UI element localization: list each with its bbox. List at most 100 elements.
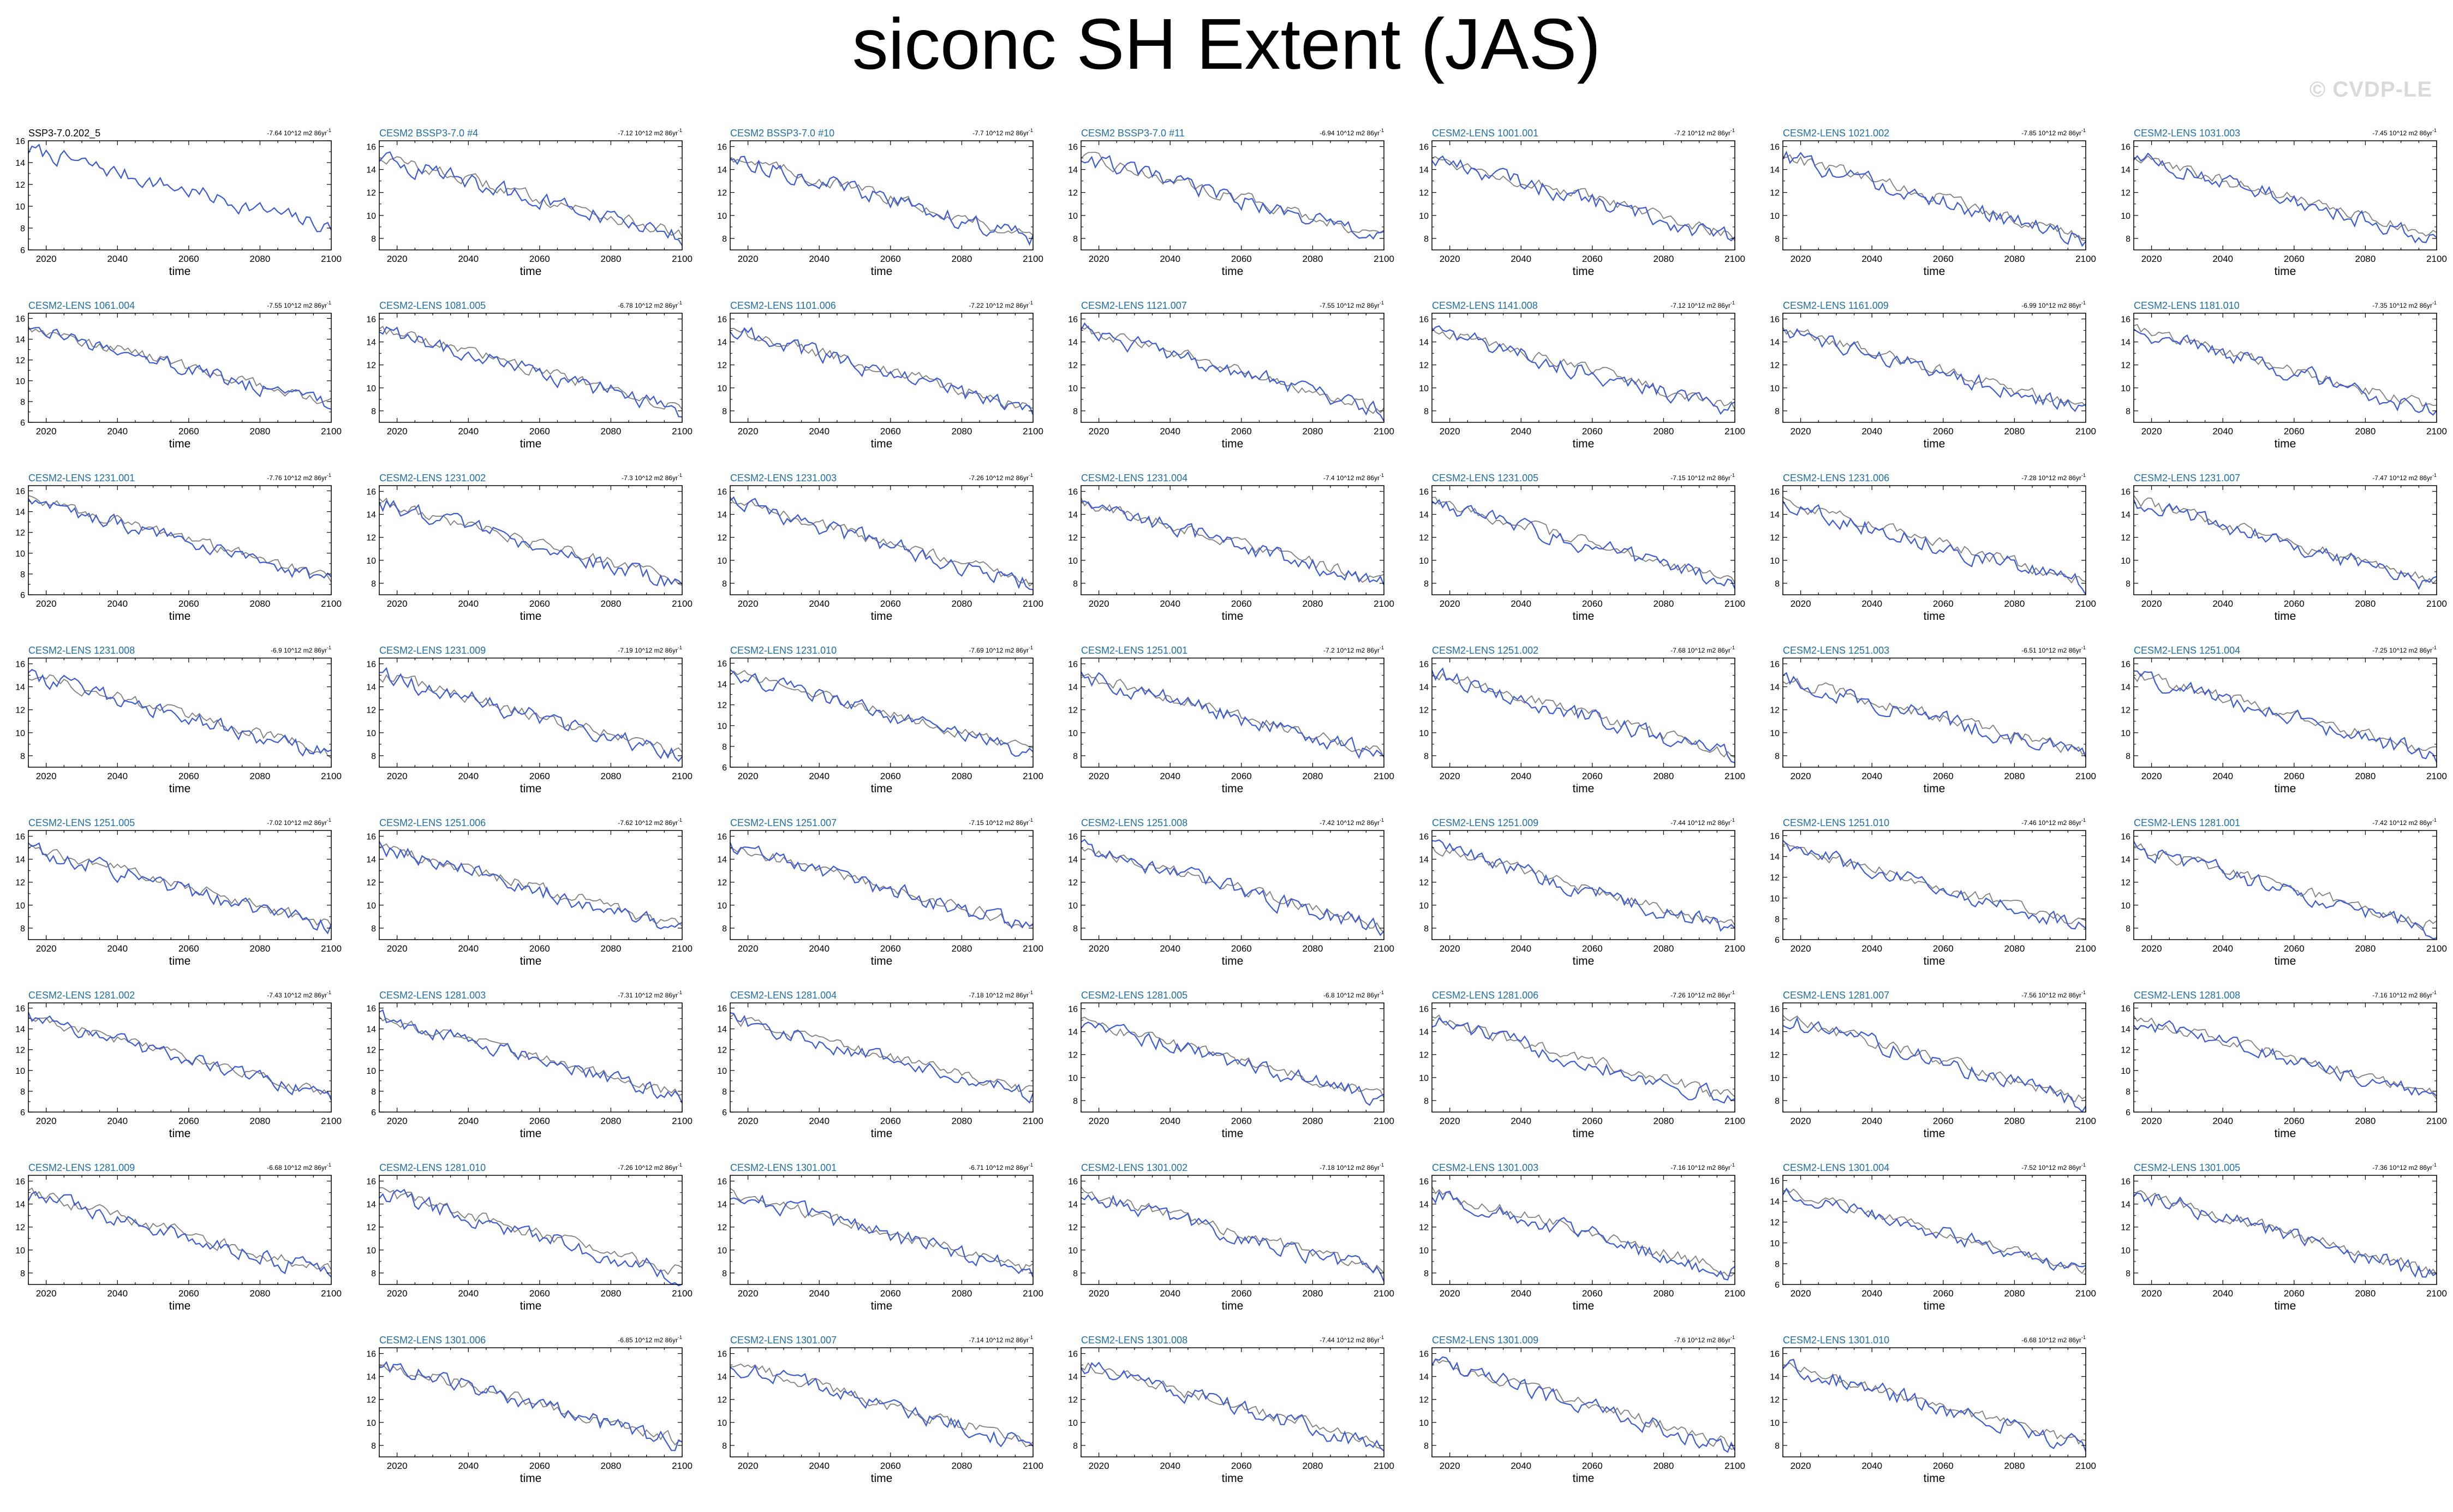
x-axis-label: time	[871, 782, 893, 795]
model-series-line	[2133, 670, 2438, 763]
y-tick-label: 12	[1770, 189, 1780, 198]
plot-frame	[28, 658, 332, 768]
x-tick-label: 2040	[458, 599, 479, 609]
y-tick-label: 16	[1419, 1178, 1429, 1187]
y-tick-label: 10	[15, 377, 25, 386]
chart-panel: CESM2-LENS 1251.007 -7.15 10^12 m2 86yr-1…	[717, 817, 1043, 967]
model-series-line	[730, 669, 1034, 757]
x-axis-label: time	[1573, 782, 1595, 795]
panel-trend: -7.18 10^12 m2 86yr-1	[969, 990, 1033, 999]
y-tick-label: 12	[1068, 1396, 1078, 1405]
x-tick-label: 2040	[1160, 771, 1180, 781]
y-tick-label: 14	[2121, 856, 2130, 865]
panel-label: CESM2-LENS 1301.004	[1783, 1162, 1889, 1173]
y-tick-label: 16	[2121, 143, 2130, 152]
x-tick-label: 2060	[1933, 599, 1954, 609]
y-tick-label: 8	[1775, 1260, 1780, 1269]
y-tick-label: 8	[1424, 924, 1429, 934]
x-axis-label: time	[1222, 782, 1244, 795]
panel-trend: -7.4 10^12 m2 86yr-1	[1323, 473, 1384, 482]
x-tick-label: 2100	[1724, 1288, 1745, 1299]
y-tick-label: 14	[1068, 1200, 1078, 1210]
x-tick-label: 2080	[249, 1116, 270, 1126]
y-tick-label: 14	[2121, 683, 2130, 692]
y-tick-label: 8	[2126, 1087, 2130, 1097]
panel-trend: -7.76 10^12 m2 86yr-1	[267, 473, 331, 482]
x-axis-label: time	[1222, 1127, 1244, 1140]
x-tick-label: 2080	[951, 1116, 972, 1126]
y-tick-label: 10	[2121, 212, 2130, 221]
chart-panel: CESM2-LENS 1251.001 -7.2 10^12 m2 86yr-1 2…	[1068, 645, 1394, 795]
x-tick-label: 2080	[1302, 599, 1323, 609]
y-tick-label: 16	[366, 315, 376, 325]
reference-series-line	[28, 1016, 332, 1097]
reference-series-line	[1782, 1187, 2086, 1274]
chart-panel: SSP3-7.0.202_5 -7.64 10^12 m2 86yr-1 2020 2…	[15, 128, 342, 278]
x-tick-label: 2040	[107, 254, 128, 264]
plot-frame	[2133, 313, 2437, 423]
x-axis-label: time	[169, 782, 191, 795]
x-tick-label: 2080	[2004, 1116, 2025, 1126]
x-tick-label: 2040	[809, 599, 829, 609]
x-axis-label: time	[169, 1127, 191, 1140]
y-tick-label: 16	[1419, 1005, 1429, 1014]
x-tick-label: 2080	[249, 426, 270, 437]
x-tick-label: 2020	[1089, 1116, 1109, 1126]
x-tick-label: 2040	[107, 426, 128, 437]
y-tick-label: 12	[717, 878, 727, 888]
x-axis-label: time	[1573, 1472, 1595, 1485]
x-tick-label: 2020	[387, 943, 408, 954]
panel-trend: -7.56 10^12 m2 86yr-1	[2021, 990, 2086, 999]
x-tick-label: 2020	[738, 254, 759, 264]
x-tick-label: 2040	[2212, 254, 2233, 264]
x-tick-label: 2020	[738, 599, 759, 609]
y-tick-label: 16	[2121, 315, 2130, 325]
y-tick-label: 8	[20, 752, 25, 761]
y-tick-label: 16	[366, 833, 376, 842]
x-tick-label: 2020	[2141, 943, 2162, 954]
y-tick-label: 16	[15, 487, 25, 497]
panel-trend: -6.85 10^12 m2 86yr-1	[618, 1335, 682, 1344]
y-tick-label: 16	[1770, 488, 1780, 497]
model-series-line	[28, 327, 332, 410]
watermark: © CVDP-LE	[2309, 77, 2432, 101]
y-tick-label: 8	[1073, 235, 1078, 244]
panel-trend: -7.42 10^12 m2 86yr-1	[2372, 817, 2437, 827]
y-tick-label: 10	[717, 1067, 727, 1076]
plot-frame	[1081, 830, 1384, 940]
x-tick-label: 2100	[321, 254, 342, 264]
panel-label: CESM2-LENS 1281.005	[1081, 990, 1187, 1001]
model-series-line	[379, 326, 683, 418]
y-tick-label: 10	[15, 549, 25, 559]
x-tick-label: 2040	[1861, 254, 1882, 264]
chart-panel: CESM2-LENS 1301.006 -6.85 10^12 m2 86yr-1…	[366, 1335, 693, 1485]
plot-frame	[1782, 1002, 2086, 1113]
x-tick-label: 2080	[2004, 254, 2025, 264]
plot-frame	[28, 313, 332, 423]
panel-trend: -6.99 10^12 m2 86yr-1	[2021, 300, 2086, 309]
chart-panel: CESM2 BSSP3-7.0 #10 -7.7 10^12 m2 86yr-1 2…	[717, 128, 1043, 278]
model-series-line	[28, 668, 332, 757]
panel-label: CESM2-LENS 1301.001	[730, 1162, 837, 1173]
x-tick-label: 2040	[2212, 426, 2233, 437]
x-tick-label: 2040	[1160, 426, 1180, 437]
x-axis-label: time	[1573, 610, 1595, 623]
x-tick-label: 2080	[600, 254, 621, 264]
x-tick-label: 2040	[107, 943, 128, 954]
x-axis-label: time	[520, 1300, 542, 1312]
plot-frame	[28, 140, 332, 250]
x-axis-label: time	[871, 955, 893, 967]
y-tick-label: 8	[20, 224, 25, 234]
x-tick-label: 2060	[880, 943, 901, 954]
x-tick-label: 2080	[600, 943, 621, 954]
chart-panel: CESM2-LENS 1251.008 -7.42 10^12 m2 86yr-1…	[1068, 817, 1394, 967]
y-tick-label: 16	[1770, 143, 1780, 152]
panel-trend: -7.18 10^12 m2 86yr-1	[1320, 1162, 1384, 1172]
y-tick-label: 14	[1419, 338, 1429, 348]
panel-trend: -7.22 10^12 m2 86yr-1	[969, 300, 1033, 309]
reference-series-line	[379, 674, 683, 756]
panel-label: CESM2-LENS 1281.009	[28, 1162, 135, 1173]
x-tick-label: 2060	[529, 943, 550, 954]
x-axis-label: time	[1924, 265, 1945, 278]
model-series-line	[1431, 839, 1735, 932]
